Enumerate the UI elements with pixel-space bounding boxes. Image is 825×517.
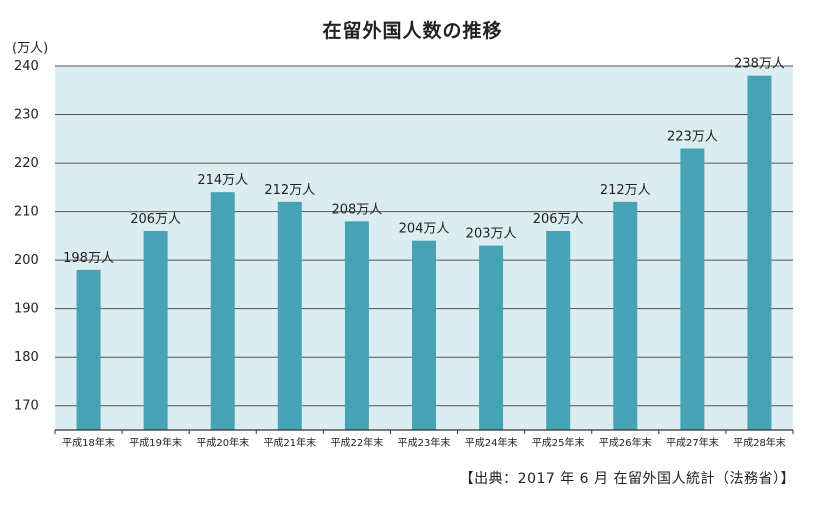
- data-label: 238万人: [734, 57, 785, 72]
- y-tick-label: 230: [14, 108, 39, 123]
- x-tick-label: 平成25年末: [532, 436, 585, 449]
- bar: [546, 231, 571, 430]
- y-tick-label: 220: [14, 156, 39, 171]
- bar: [277, 201, 302, 430]
- data-label: 206万人: [130, 212, 181, 227]
- y-tick-label: 180: [14, 350, 39, 365]
- bar: [747, 75, 772, 430]
- y-tick-label: 170: [14, 399, 39, 414]
- x-tick-label: 平成21年末: [263, 436, 316, 449]
- data-label: 212万人: [600, 183, 651, 198]
- bar: [344, 221, 369, 430]
- x-tick-label: 平成28年末: [733, 436, 786, 449]
- x-tick-label: 平成22年末: [331, 436, 384, 449]
- data-label: 203万人: [466, 227, 517, 242]
- y-tick-label: 210: [14, 205, 39, 220]
- bar: [680, 148, 705, 431]
- data-label: 198万人: [63, 251, 114, 266]
- axes: 170 180 190 200 210 220 230 240 平成18年末 平成19年末 平成20…: [14, 59, 794, 449]
- y-tick-label: 200: [14, 253, 39, 268]
- x-tick-label: 平成27年末: [666, 436, 719, 449]
- x-tick-label: 平成19年末: [129, 436, 182, 449]
- data-label: 212万人: [264, 183, 315, 198]
- chart-title: 在留外国人数の推移: [322, 20, 503, 42]
- data-label: 214万人: [197, 173, 248, 188]
- data-label: 206万人: [533, 212, 584, 227]
- data-label: 208万人: [331, 202, 382, 217]
- x-tick-label: 平成18年末: [62, 436, 115, 449]
- bar: [210, 192, 235, 430]
- bar: [613, 201, 638, 430]
- bar: [76, 269, 101, 430]
- x-tick-label: 平成20年末: [196, 436, 249, 449]
- bar: [412, 240, 436, 430]
- data-label: 204万人: [399, 222, 450, 237]
- x-tick-label: 平成26年末: [599, 436, 652, 449]
- y-axis-unit-label: (万人): [12, 41, 48, 56]
- bar: [479, 245, 504, 430]
- data-label: 223万人: [667, 130, 718, 145]
- x-tick-label: 平成23年末: [398, 436, 451, 449]
- y-tick-label: 240: [14, 59, 39, 74]
- bars: [76, 75, 772, 431]
- source-note: 【出典：2017 年 6 月 在留外国人統計（法務省）】: [459, 471, 795, 487]
- bar: [143, 231, 168, 430]
- x-tick-label: 平成24年末: [465, 436, 518, 449]
- data-labels: 198万人 206万人 214万人 212万人 208万人 204万人 203万人 206万人…: [63, 57, 785, 266]
- y-tick-label: 190: [14, 302, 39, 317]
